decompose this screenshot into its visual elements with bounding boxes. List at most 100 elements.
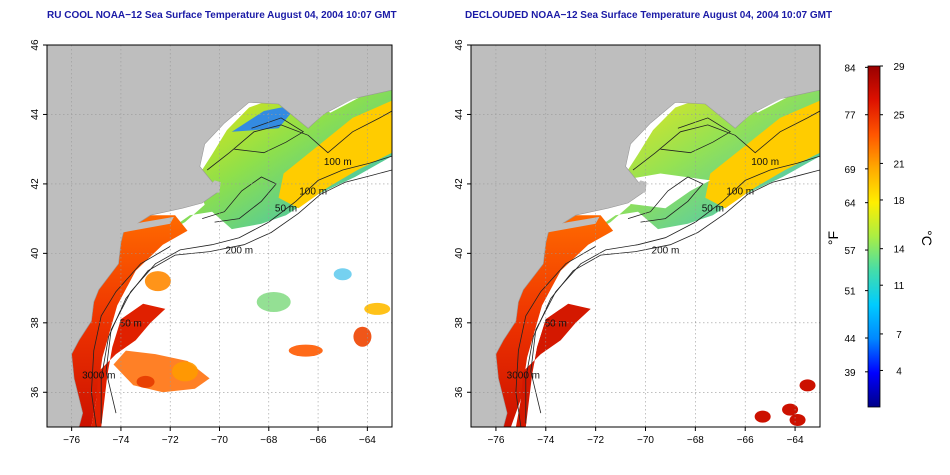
sst-cool-shelf: [160, 86, 392, 236]
colorbar-f-tick-label: 77: [844, 111, 856, 122]
colorbar-f-tick-label: 84: [844, 63, 856, 74]
colorbar: 29 25 21 18 14 11 7 4 84 77 69 64 57 51 44 39 °F °C: [825, 62, 935, 408]
contour-label: 100 m: [726, 186, 754, 197]
colorbar-f-tick-label: 51: [844, 287, 856, 298]
isobath-c50b: [234, 117, 305, 154]
x-tick-label: −72: [162, 435, 179, 446]
colorbar-c-label: °C: [919, 230, 935, 246]
contour-label: 3000 m: [82, 370, 115, 381]
colorbar-c-tick-label: 11: [894, 281, 905, 292]
y-tick-label: 40: [454, 247, 465, 259]
land-nova-scotia: [740, 58, 820, 124]
y-tick-label: 40: [30, 247, 41, 259]
contour-label: 100 m: [324, 157, 352, 168]
contour-label: 100 m: [751, 157, 779, 168]
land-long-island: [547, 216, 600, 233]
declouded-mask: [510, 177, 820, 427]
sst-cloud-patch: [144, 271, 171, 292]
x-tick-label: −76: [487, 435, 504, 446]
panel-title-raw: RU COOL NOAA−12 Sea Surface Temperature …: [47, 10, 397, 21]
colorbar-f-tick-label: 69: [844, 165, 856, 176]
x-tick-label: −70: [637, 435, 654, 446]
contour-label: 200 m: [652, 245, 680, 256]
sst-warm-patch: [782, 403, 799, 416]
land-nova-scotia: [313, 58, 392, 124]
y-tick-label: 38: [30, 317, 41, 329]
panel-title-declouded: DECLOUDED NOAA−12 Sea Surface Temperatur…: [465, 10, 833, 21]
colorbar-c-tick-label: 14: [893, 245, 905, 256]
y-tick-label: 44: [454, 108, 465, 120]
colorbar-scale: [867, 65, 881, 408]
y-tick-label: 36: [30, 386, 41, 398]
colorbar-f-label: °F: [825, 231, 841, 245]
sst-cloud-patch: [136, 375, 155, 388]
x-tick-label: −74: [537, 435, 554, 446]
colorbar-c-tick-label: 21: [893, 159, 905, 170]
y-tick-label: 42: [454, 178, 465, 190]
sst-warm-shelf: [471, 215, 614, 427]
x-tick-label: −64: [359, 435, 376, 446]
x-tick-label: −66: [737, 435, 754, 446]
x-tick-label: −76: [63, 435, 80, 446]
y-tick-label: 46: [30, 39, 41, 51]
sst-warm-patch: [789, 414, 806, 427]
x-tick-label: −70: [211, 435, 228, 446]
isobath-c50: [627, 176, 704, 223]
colorbar-c-tick-label: 4: [896, 366, 902, 377]
sst-warm-patch: [754, 410, 771, 423]
colorbar-f-tick-label: 64: [844, 199, 856, 210]
sst-scotian-shelf: [278, 100, 392, 209]
land-long-island: [122, 216, 174, 233]
sst-scotian-shelf: [705, 100, 820, 209]
land-mask: [47, 45, 392, 427]
contour-label: 50 m: [702, 204, 724, 215]
y-tick-label: 44: [30, 108, 41, 120]
contour-label: 50 m: [545, 318, 567, 329]
sst-warm-shelf: [47, 215, 188, 427]
contour-label: 3000 m: [507, 370, 540, 381]
y-tick-label: 36: [454, 386, 465, 398]
colorbar-f-tick-label: 57: [844, 246, 856, 257]
isobath-c100b: [206, 110, 392, 171]
colorbar-c-tick-label: 25: [893, 111, 905, 122]
x-tick-label: −68: [260, 435, 277, 446]
colorbar-f-tick-label: 39: [844, 368, 856, 379]
isobath-c200: [100, 169, 392, 424]
sst-cloud-patch: [288, 344, 323, 357]
contour-label: 200 m: [225, 245, 253, 256]
land-cape-cod: [629, 180, 647, 193]
land-mask: [471, 45, 820, 427]
sst-cloud-patch: [364, 302, 391, 315]
isobath-c50b: [660, 117, 732, 154]
colorbar-c-tick-label: 29: [893, 62, 905, 73]
sst-warm-patch: [799, 379, 816, 392]
colorbar-f-tick-label: 44: [844, 334, 856, 345]
y-tick-label: 42: [30, 178, 41, 190]
contour-label: 50 m: [275, 204, 297, 215]
x-tick-label: −72: [587, 435, 604, 446]
sst-cloud-patch: [333, 268, 352, 281]
sst-cloud-patch: [256, 291, 291, 312]
y-tick-label: 38: [454, 317, 465, 329]
colorbar-c-tick-label: 7: [896, 330, 902, 341]
isobath-c200: [525, 169, 820, 424]
x-tick-label: −68: [687, 435, 704, 446]
isobath-c50: [202, 176, 277, 223]
sst-cloud-patch: [172, 361, 198, 382]
colorbar-c-tick-label: 18: [893, 196, 905, 207]
land-cape-cod: [203, 180, 221, 193]
contour-label: 50 m: [120, 318, 142, 329]
isobath-c100b: [632, 110, 820, 171]
x-tick-label: −64: [787, 435, 804, 446]
sst-gulf-stream-kept: [515, 303, 591, 427]
sst-gulf-stream: [91, 303, 166, 427]
x-tick-label: −66: [310, 435, 327, 446]
contour-label: 100 m: [299, 186, 327, 197]
x-tick-label: −74: [112, 435, 129, 446]
sst-cloud-patch: [353, 326, 372, 347]
sst-cold-upwelling: [231, 104, 299, 132]
